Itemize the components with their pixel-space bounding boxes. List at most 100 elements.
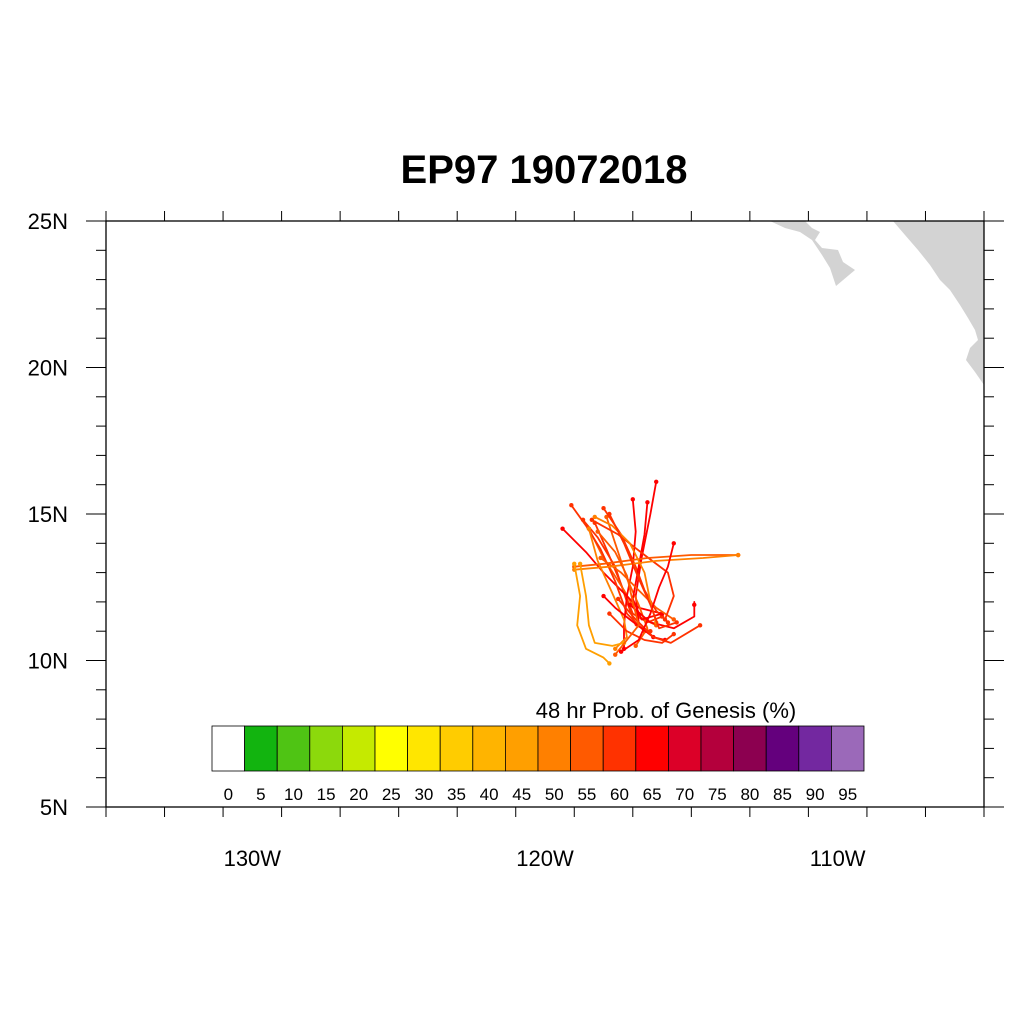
colorbar-label: 95 bbox=[838, 785, 857, 804]
colorbar-label: 40 bbox=[480, 785, 499, 804]
track-start-dot bbox=[615, 596, 621, 602]
track-start-dot bbox=[601, 593, 606, 599]
baja-california-land bbox=[770, 221, 855, 286]
colorbar-label: 60 bbox=[610, 785, 629, 804]
track-end-dot bbox=[671, 617, 676, 622]
track-start-dot bbox=[607, 611, 612, 616]
colorbar-label: 10 bbox=[284, 785, 303, 804]
lon-label: 130W bbox=[224, 846, 282, 871]
track-start-dot bbox=[569, 503, 574, 508]
colorbar-box bbox=[602, 725, 637, 772]
track-start-dot bbox=[601, 505, 606, 511]
colorbar: 48 hr Prob. of Genesis (%) 0 5 10 15 20 25 30 3… bbox=[211, 698, 865, 804]
lat-label: 10N bbox=[28, 649, 68, 674]
colorbar-box bbox=[244, 725, 278, 772]
track-start-dot bbox=[604, 514, 609, 520]
colorbar-box bbox=[668, 725, 702, 772]
colorbar-box bbox=[472, 725, 506, 772]
forecast-track bbox=[599, 557, 675, 621]
lat-label: 25N bbox=[28, 209, 68, 234]
colorbar-label: 30 bbox=[414, 785, 433, 804]
lon-label: 110W bbox=[810, 846, 866, 871]
track-start-dot bbox=[572, 561, 577, 567]
colorbar-box bbox=[504, 725, 539, 772]
colorbar-label: 80 bbox=[740, 785, 759, 804]
colorbar-label: 45 bbox=[512, 785, 531, 804]
forecast-track bbox=[608, 513, 678, 630]
colorbar-title: 48 hr Prob. of Genesis (%) bbox=[536, 698, 796, 723]
map-title: EP97 19072018 bbox=[400, 148, 688, 192]
colorbar-box bbox=[700, 725, 734, 772]
forecast-track bbox=[590, 519, 675, 621]
track-start-dot bbox=[560, 526, 565, 531]
mainland-mexico-land bbox=[893, 221, 984, 385]
lat-label: 5N bbox=[40, 795, 68, 820]
colorbar-box bbox=[831, 725, 865, 772]
track-end-dot bbox=[674, 620, 679, 625]
colorbar-label: 20 bbox=[349, 785, 368, 804]
track-end-dot bbox=[662, 617, 668, 622]
lat-axis-labels: 25N 20N 15N 10N 5N bbox=[28, 209, 68, 820]
colorbar-box bbox=[309, 725, 343, 772]
track-start-dot bbox=[598, 555, 603, 561]
lon-label: 120W bbox=[516, 846, 574, 871]
track-end-dot bbox=[697, 623, 703, 628]
colorbar-label: 35 bbox=[447, 785, 466, 804]
colorbar-box bbox=[211, 725, 245, 772]
forecast-track bbox=[620, 542, 675, 653]
track-start-dot bbox=[645, 500, 650, 505]
forecast-track bbox=[573, 554, 740, 571]
forecast-track bbox=[617, 598, 701, 644]
track-end-dot bbox=[613, 646, 618, 651]
forecast-track bbox=[579, 562, 625, 647]
colorbar-label: 50 bbox=[545, 785, 564, 804]
forecast-track bbox=[596, 530, 640, 656]
colorbar-label: 5 bbox=[256, 785, 265, 804]
colorbar-label: 90 bbox=[806, 785, 825, 804]
forecast-track bbox=[561, 527, 663, 615]
track-start-dot bbox=[627, 602, 633, 608]
colorbar-box bbox=[765, 725, 800, 772]
colorbar-box bbox=[733, 725, 767, 772]
tracks-layer bbox=[560, 479, 741, 666]
colorbar-label: 0 bbox=[224, 785, 233, 804]
lon-axis-labels: 130W 120W 110W bbox=[224, 846, 866, 871]
colorbar-label: 55 bbox=[577, 785, 596, 804]
track-end-dot bbox=[633, 643, 638, 649]
forecast-track bbox=[608, 612, 675, 644]
colorbar-box bbox=[341, 725, 376, 772]
colorbar-label: 70 bbox=[675, 785, 694, 804]
colorbar-box bbox=[798, 725, 832, 772]
colorbar-label: 65 bbox=[643, 785, 662, 804]
colorbar-box bbox=[374, 725, 408, 772]
track-start-dot bbox=[595, 529, 600, 534]
forecast-track bbox=[573, 554, 740, 568]
track-end-dot bbox=[692, 602, 697, 608]
track-start-dot bbox=[671, 541, 676, 546]
lat-label: 20N bbox=[28, 356, 68, 381]
forecast-track bbox=[573, 562, 611, 665]
track-start-dot bbox=[589, 517, 595, 523]
track-end-dot bbox=[735, 552, 741, 558]
map-plot-area bbox=[106, 221, 984, 807]
colorbar-label: 85 bbox=[773, 785, 792, 804]
colorbar-box bbox=[439, 725, 474, 772]
colorbar-box bbox=[276, 725, 311, 772]
track-start-dot bbox=[586, 526, 592, 531]
land-layer bbox=[770, 221, 984, 385]
colorbar-box bbox=[635, 725, 669, 772]
ticks-layer bbox=[86, 211, 1004, 817]
track-end-dot bbox=[665, 620, 671, 625]
colorbar-label: 75 bbox=[708, 785, 727, 804]
colorbar-labels: 0 5 10 15 20 25 30 35 40 45 50 55 60 65 70 75 80 85 90 95 bbox=[224, 785, 858, 804]
colorbar-box bbox=[570, 725, 604, 772]
colorbar-boxes bbox=[211, 725, 865, 772]
forecast-track bbox=[588, 527, 628, 650]
track-end-dot bbox=[613, 652, 618, 657]
colorbar-label: 25 bbox=[382, 785, 401, 804]
track-end-dot bbox=[618, 649, 624, 654]
track-start-dot bbox=[630, 497, 635, 502]
track-end-dot bbox=[671, 631, 676, 637]
track-end-dot bbox=[607, 661, 612, 666]
